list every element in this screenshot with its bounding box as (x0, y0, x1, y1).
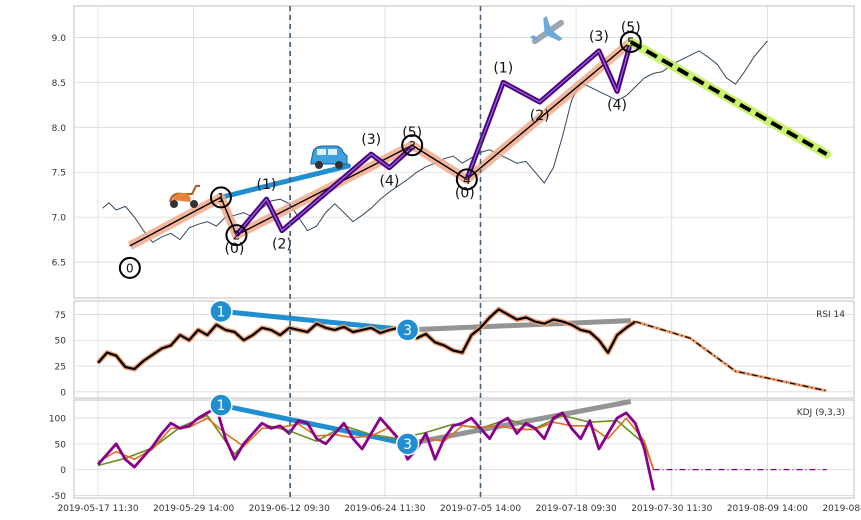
rsi-panel-label: RSI 14 (816, 310, 845, 320)
price-y-tick-label: 7.5 (52, 169, 66, 179)
rsi-y-tick-label: 25 (55, 363, 66, 373)
price-y-tick-label: 9.0 (52, 34, 67, 44)
minor-wave-label: (4) (607, 97, 627, 113)
airplane-icon (529, 15, 565, 45)
kdj-plot-area (73, 399, 855, 499)
price-trend-line (218, 163, 351, 200)
kdj-marker-label: 3 (403, 437, 412, 453)
kdj-y-tick-label: 0 (60, 466, 66, 476)
kdj-y-tick-label: 50 (55, 440, 67, 450)
price-y-tick-label: 6.5 (52, 259, 66, 269)
price-y-tick-label: 8.5 (52, 79, 66, 89)
rsi-y-tick-label: 0 (60, 388, 66, 398)
plane-tail (529, 35, 539, 41)
wave-marker-label: 5 (627, 35, 635, 49)
x-tick-label: 2019-08-22 10:00 (822, 504, 861, 514)
plane-wing (543, 15, 552, 35)
rsi-trend-gray (407, 318, 631, 333)
rsi-marker-label: 1 (216, 304, 225, 320)
x-tick-label: 2019-05-17 11:30 (57, 504, 138, 514)
x-tick-label: 2019-07-05 14:00 (440, 504, 521, 514)
car-wheel (335, 161, 343, 169)
rsi-panel: 0 25 50 75 1 3 (55, 299, 855, 399)
rsi-y-tick-label: 50 (55, 337, 67, 347)
car-window (328, 149, 337, 155)
plane-wing (544, 29, 563, 42)
rsi-y-tick-label: 75 (55, 311, 66, 321)
kdj-y-tick-label: -50 (51, 492, 66, 502)
car-icon (310, 145, 348, 169)
scooter-wheel (170, 200, 178, 208)
scooter-frame (169, 185, 200, 203)
price-panel: 6.57.07.58.08.59.0(0)(1)(2)(3)(4)(5)(0)(… (52, 5, 855, 299)
wave-marker-label: 3 (408, 139, 416, 153)
x-tick-label: 2019-08-09 14:00 (727, 504, 808, 514)
minor-wave-label: (2) (272, 237, 292, 253)
x-tick-label: 2019-06-12 09:30 (249, 504, 330, 514)
kdj-marker-circle (395, 432, 420, 456)
wave-marker-label: 4 (463, 173, 471, 187)
wave-marker-circle (401, 134, 424, 157)
rsi-marker-label: 3 (403, 323, 412, 339)
minor-wave-label: (3) (589, 29, 609, 45)
wave-marker-circle (225, 224, 248, 247)
wave-marker-circle (619, 30, 642, 53)
rsi-marker-circle (395, 318, 420, 342)
scooter-wheel (190, 200, 198, 208)
scooter-body (172, 192, 191, 202)
minor-wave-label: (3) (361, 132, 381, 148)
x-tick-label: 2019-07-30 11:30 (631, 504, 712, 514)
scooter-icon (169, 185, 200, 208)
x-tick-label: 2019-05-29 14:00 (153, 504, 234, 514)
kdj-y-tick-label: 100 (49, 415, 66, 425)
projection-line (629, 40, 828, 156)
kdj-panel-label: KDJ (9,3,3) (797, 408, 845, 418)
rsi-line (97, 308, 636, 371)
minor-wave-label: (1) (493, 60, 513, 76)
rsi-marker-circle (209, 299, 233, 324)
minor-wave-label: (1) (257, 177, 277, 193)
wave-marker-circle (455, 168, 478, 191)
kdj-trend-blue (220, 402, 409, 447)
minor-wave-label: (2) (530, 108, 550, 124)
x-tick-label: 2019-06-24 11:30 (344, 504, 425, 514)
minor-wave-highlight (466, 41, 632, 180)
wave-marker-label: 0 (126, 261, 134, 275)
wave-marker-label: 1 (217, 191, 225, 205)
kdj-marker-circle (209, 393, 233, 417)
major-wave-line (129, 41, 632, 247)
kdj-marker-label: 1 (216, 398, 225, 414)
kdj-k-line (96, 406, 655, 491)
kdj-panel: -50 0 50 100 1 3 (49, 393, 855, 502)
price-plot-area (73, 5, 855, 299)
car-wheel (315, 161, 323, 169)
x-tick-label: 2019-07-18 09:30 (536, 504, 617, 514)
minor-wave-label: (5) (621, 20, 641, 36)
wave-marker-circle (118, 256, 141, 279)
rsi-trend-blue (220, 308, 408, 333)
wave-marker-label: 2 (233, 229, 241, 243)
minor-wave-highlight (235, 146, 413, 236)
x-axis: 2019-05-17 11:30 2019-05-29 14:00 2019-06-… (57, 6, 861, 514)
price-y-tick-label: 7.0 (52, 214, 67, 224)
rsi-projection (635, 321, 827, 392)
car-window (317, 149, 326, 155)
minor-wave-label: (4) (380, 174, 400, 190)
wave-marker-circle (209, 186, 232, 209)
price-y-tick-label: 8.0 (52, 124, 67, 134)
